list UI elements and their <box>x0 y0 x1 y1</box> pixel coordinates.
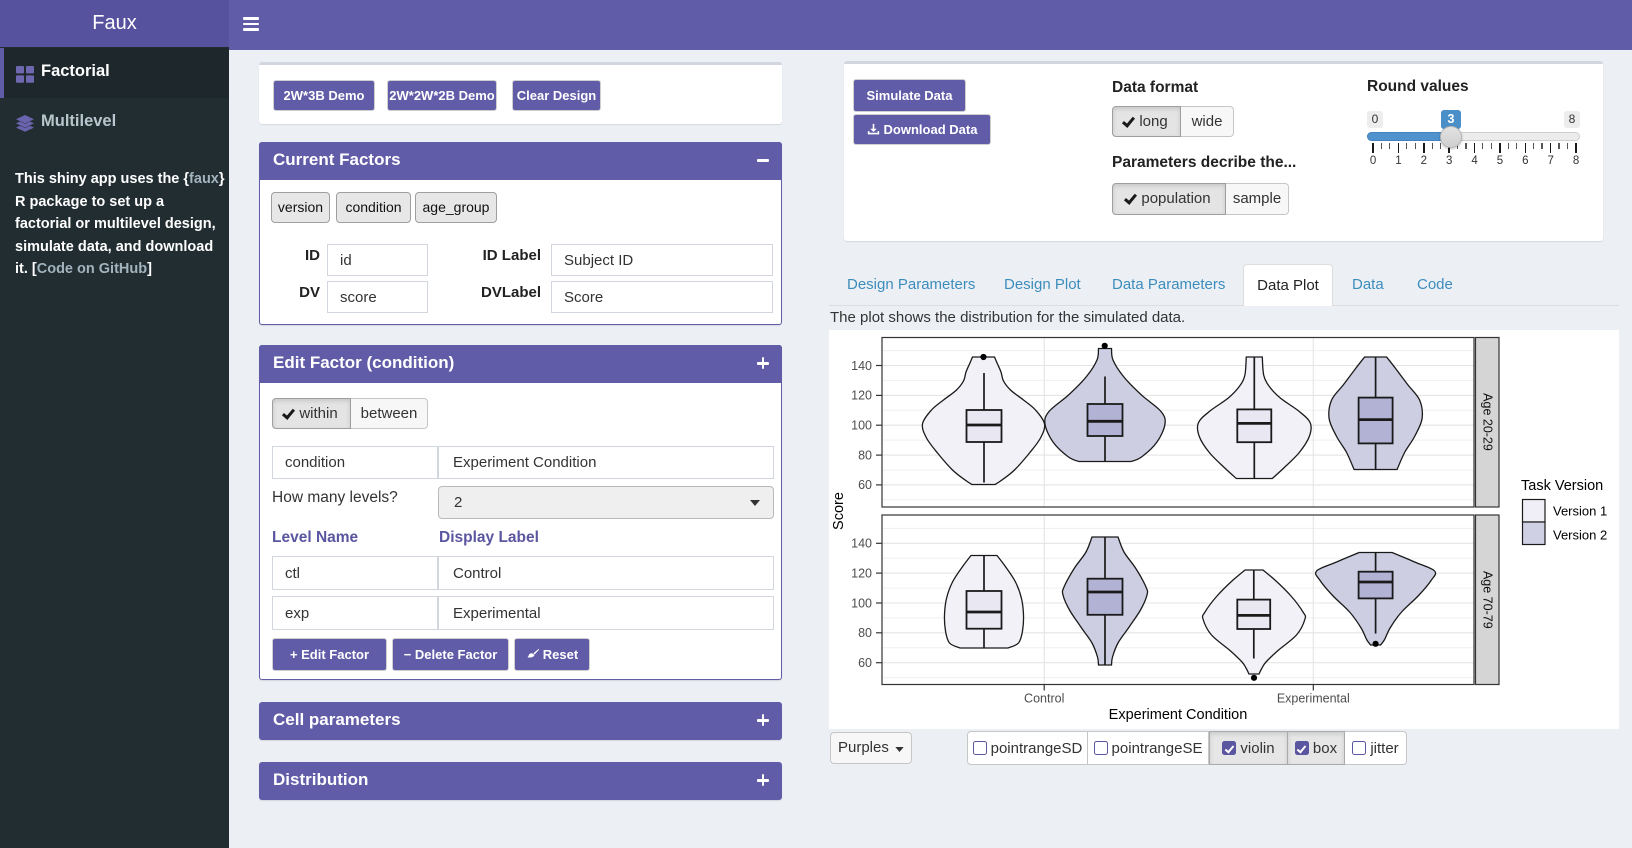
svg-text:Experiment Condition: Experiment Condition <box>1109 707 1248 723</box>
svg-text:Version 2: Version 2 <box>1553 528 1607 543</box>
svg-text:60: 60 <box>858 656 872 670</box>
svg-text:80: 80 <box>858 626 872 640</box>
svg-text:Age 20-29: Age 20-29 <box>1481 393 1495 451</box>
svg-text:Experimental: Experimental <box>1277 692 1350 706</box>
svg-text:100: 100 <box>851 596 872 610</box>
svg-text:Age 70-79: Age 70-79 <box>1481 571 1495 629</box>
svg-text:60: 60 <box>858 478 872 492</box>
svg-text:120: 120 <box>851 389 872 403</box>
svg-text:Score: Score <box>831 492 847 530</box>
svg-text:140: 140 <box>851 359 872 373</box>
svg-text:100: 100 <box>851 419 872 433</box>
svg-text:120: 120 <box>851 566 872 580</box>
svg-text:Version 1: Version 1 <box>1553 504 1607 519</box>
svg-text:80: 80 <box>858 448 872 462</box>
svg-text:Task Version: Task Version <box>1521 478 1603 494</box>
svg-text:140: 140 <box>851 537 872 551</box>
svg-text:Control: Control <box>1024 692 1064 706</box>
